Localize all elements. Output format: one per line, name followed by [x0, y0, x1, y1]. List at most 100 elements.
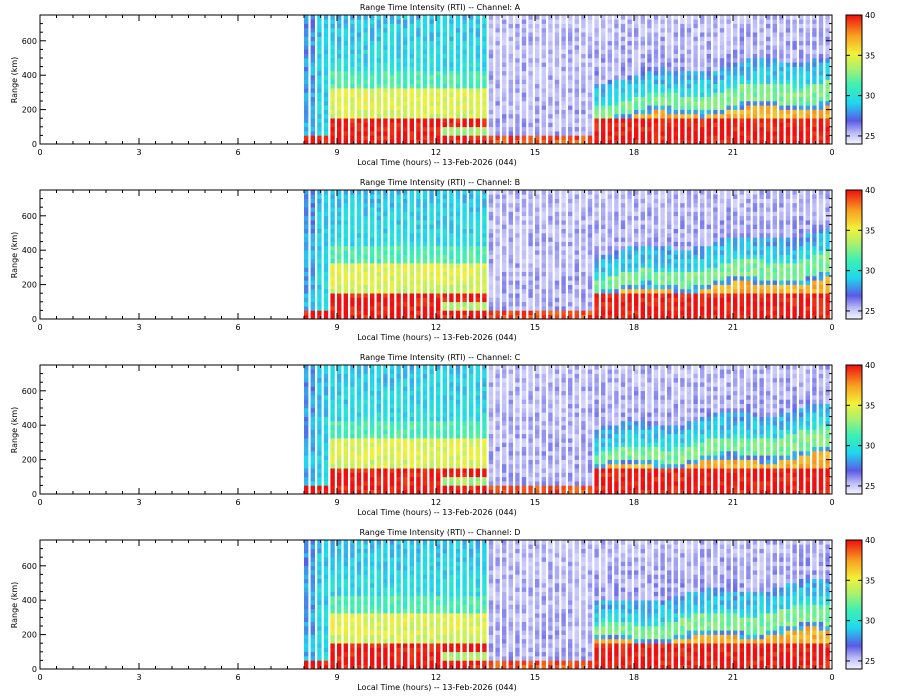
rti-cell — [561, 62, 566, 67]
rti-cell — [673, 79, 678, 85]
rti-column — [581, 15, 586, 145]
rti-cell — [581, 297, 586, 303]
rti-cell — [449, 202, 454, 208]
rti-cell — [521, 271, 527, 277]
rti-cell — [673, 293, 678, 298]
rti-cell — [317, 15, 322, 20]
rti-cell — [653, 198, 659, 204]
rti-cell — [429, 66, 434, 72]
rti-cell — [422, 228, 428, 234]
rti-cell — [376, 40, 381, 46]
rti-cell — [515, 45, 520, 50]
rti-cell — [706, 237, 711, 242]
rti-cell — [548, 241, 553, 247]
rti-cell — [620, 135, 626, 140]
rti-cell — [482, 190, 487, 195]
rti-cell — [409, 284, 414, 290]
rti-cell — [515, 96, 520, 102]
rti-cell — [535, 58, 540, 63]
rti-cell — [719, 220, 725, 225]
rti-cell — [462, 113, 467, 119]
rti-cell — [363, 27, 368, 33]
rti-cell — [389, 36, 395, 42]
rti-cell — [660, 267, 665, 272]
rti-cell — [317, 19, 322, 24]
rti-cell — [799, 49, 804, 54]
rti-cell — [792, 75, 797, 80]
rti-cell — [455, 122, 461, 128]
rti-cell — [792, 276, 797, 281]
rti-cell — [759, 267, 764, 272]
rti-cell — [528, 118, 533, 123]
rti-cell — [442, 233, 447, 238]
rti-cell — [383, 139, 388, 145]
rti-cell — [310, 83, 315, 89]
rti-cell — [581, 306, 586, 311]
colorbar-tick-label: 35 — [865, 51, 875, 60]
rti-cell — [403, 310, 408, 315]
rti-cell — [436, 40, 441, 46]
rti-cell — [772, 92, 777, 97]
rti-cell — [812, 66, 817, 72]
rti-cell — [733, 105, 738, 110]
rti-cell — [528, 113, 533, 119]
rti-cell — [462, 224, 467, 229]
rti-cell — [587, 62, 593, 67]
rti-cell — [554, 23, 560, 29]
rti-column — [620, 15, 626, 145]
rti-cell — [772, 79, 777, 85]
rti-cell — [383, 211, 388, 217]
rti-cell — [587, 40, 593, 46]
rti-cell — [581, 267, 586, 272]
rti-cell — [449, 267, 454, 272]
rti-cell — [462, 284, 467, 290]
rti-cell — [680, 211, 685, 217]
rti-cell — [759, 280, 764, 285]
rti-cell — [634, 237, 639, 242]
rti-cell — [409, 126, 414, 132]
rti-cell — [574, 49, 579, 54]
rti-cell — [752, 113, 758, 119]
rti-cell — [396, 306, 401, 311]
rti-cell — [521, 40, 527, 46]
rti-cell — [436, 92, 441, 97]
rti-cell — [587, 310, 593, 315]
rti-cell — [389, 220, 395, 225]
rti-column — [713, 190, 718, 320]
rti-cell — [502, 36, 507, 42]
rti-cell — [310, 27, 315, 33]
rti-cell — [660, 310, 665, 315]
rti-cell — [317, 284, 322, 290]
rti-cell — [482, 19, 487, 24]
rti-cell — [792, 126, 797, 132]
rti-cell — [726, 297, 731, 303]
rti-cell — [746, 53, 751, 59]
rti-cell — [403, 40, 408, 46]
rti-cell — [548, 27, 553, 33]
rti-cell — [521, 66, 527, 72]
rti-cell — [726, 254, 731, 260]
rti-cell — [825, 139, 830, 145]
rti-column — [799, 15, 804, 145]
rti-cell — [343, 62, 348, 67]
rti-cell — [818, 45, 824, 50]
rti-cell — [383, 293, 388, 298]
rti-cell — [594, 19, 599, 24]
rti-cell — [376, 288, 381, 294]
rti-cell — [614, 224, 619, 229]
rti-cell — [363, 241, 368, 247]
rti-cell — [614, 135, 619, 140]
rti-cell — [535, 122, 540, 128]
rti-cell — [733, 32, 738, 37]
rti-cell — [759, 194, 764, 199]
rti-cell — [713, 36, 718, 42]
rti-cell — [561, 207, 566, 212]
rti-cell — [330, 66, 335, 72]
rti-cell — [693, 131, 698, 136]
rti-cell — [667, 23, 672, 29]
rti-cell — [620, 53, 626, 59]
rti-cell — [488, 237, 494, 242]
rti-cell — [521, 53, 527, 59]
rti-cell — [752, 241, 758, 247]
rti-cell — [700, 79, 705, 85]
